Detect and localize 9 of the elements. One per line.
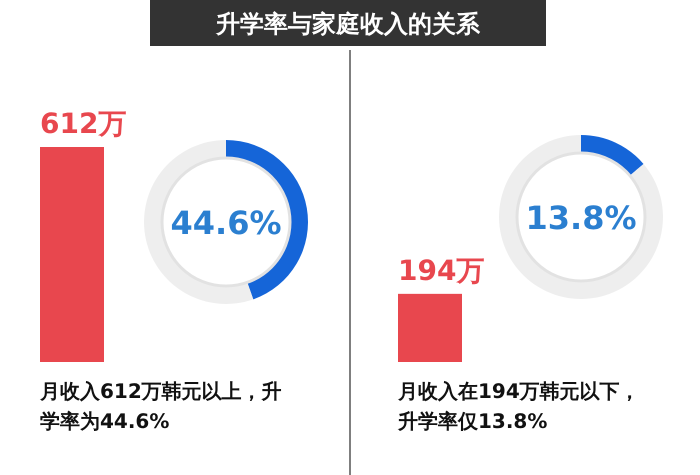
annotation: 13.8% [525,199,637,237]
annotation: 44.6% [170,204,282,242]
donut-slice [581,135,644,176]
text: 月收入612万韩元以上，升学率为44.6% [39,379,282,433]
text: 月收入在194万韩元以下，升学率仅13.8% [397,379,640,433]
chart-title: 升学率与家庭收入的关系 [215,10,481,38]
donut-slice [499,135,663,299]
data-label: 612万 [40,107,126,140]
data-label: 194万 [398,254,484,287]
